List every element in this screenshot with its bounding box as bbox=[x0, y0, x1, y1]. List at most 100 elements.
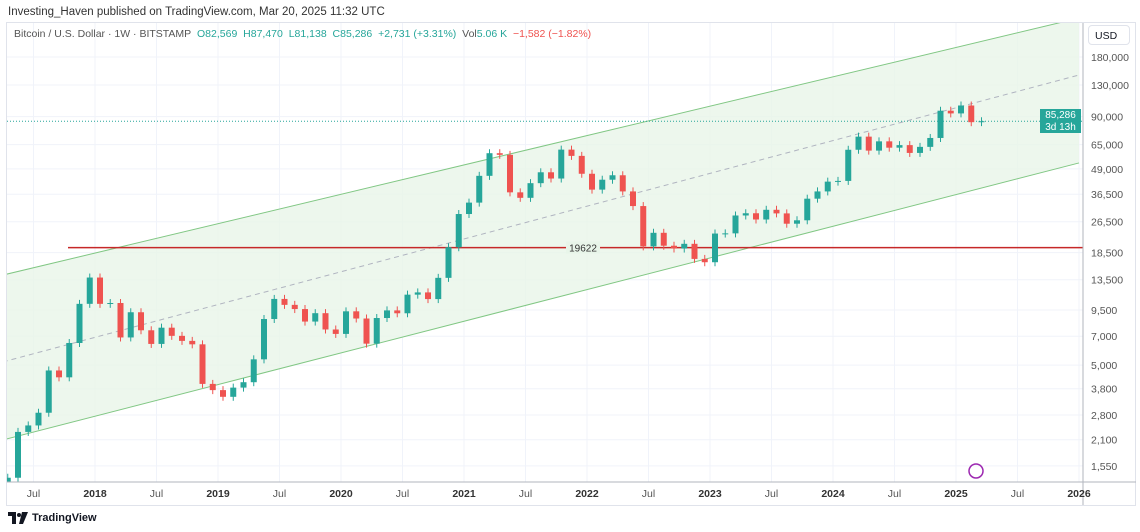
candle bbox=[814, 191, 821, 199]
candle bbox=[507, 154, 513, 193]
time-tick-label: Jul bbox=[150, 488, 163, 500]
candle bbox=[363, 318, 370, 344]
candle bbox=[958, 105, 964, 114]
candle bbox=[978, 121, 985, 123]
candle bbox=[773, 209, 780, 214]
candle bbox=[107, 303, 114, 305]
candle bbox=[671, 245, 677, 249]
candle bbox=[742, 213, 749, 216]
candle bbox=[476, 175, 483, 203]
candle bbox=[732, 215, 739, 234]
candle bbox=[927, 137, 934, 147]
candle bbox=[332, 329, 339, 334]
last-price-badge: 85,286 3d 13h bbox=[1040, 109, 1081, 134]
level-label-bg bbox=[566, 241, 600, 254]
volume-value: 5.06 K bbox=[476, 28, 508, 40]
candle bbox=[681, 243, 688, 249]
time-tick-label: 2026 bbox=[1067, 488, 1091, 500]
channel-fill bbox=[7, 23, 1079, 439]
candle bbox=[343, 311, 349, 334]
brand-name: TradingView bbox=[32, 512, 97, 524]
price-tick-label: 7,000 bbox=[1091, 331, 1117, 343]
candle bbox=[937, 110, 944, 138]
candle bbox=[691, 243, 698, 259]
time-tick-label: Jul bbox=[765, 488, 778, 500]
time-tick-label: 2021 bbox=[452, 488, 476, 500]
low-value: L81,138 bbox=[288, 28, 327, 40]
candle bbox=[455, 214, 462, 248]
plot-area: 19622 bbox=[7, 23, 1083, 482]
currency-button[interactable]: USD bbox=[1088, 25, 1130, 45]
candle bbox=[97, 277, 103, 304]
candle bbox=[179, 335, 185, 341]
time-tick-label: 2022 bbox=[575, 488, 599, 500]
time-tick-label: Jul bbox=[888, 488, 901, 500]
candle bbox=[384, 310, 390, 319]
time-tick-label: 2018 bbox=[83, 488, 107, 500]
candle bbox=[783, 213, 790, 224]
candle bbox=[548, 172, 554, 179]
candle bbox=[558, 149, 565, 179]
time-tick-label: Jul bbox=[642, 488, 655, 500]
candle bbox=[86, 277, 93, 304]
symbol-legend: Bitcoin / U.S. Dollar · 1W · BITSTAMP O8… bbox=[14, 28, 591, 40]
candle bbox=[589, 173, 595, 190]
candle bbox=[906, 145, 913, 153]
tradingview-logo-icon bbox=[8, 512, 28, 524]
candle bbox=[537, 172, 544, 184]
price-tick-label: 2,100 bbox=[1091, 435, 1117, 447]
candle bbox=[722, 233, 729, 235]
candle bbox=[240, 382, 247, 388]
price-tick-label: 130,000 bbox=[1091, 80, 1129, 92]
tradingview-logo[interactable]: TradingView bbox=[8, 512, 97, 524]
time-tick-label: Jul bbox=[519, 488, 532, 500]
candle bbox=[876, 141, 882, 151]
candle bbox=[763, 209, 770, 220]
price-tick-label: 18,500 bbox=[1091, 248, 1123, 260]
publish-info: Investing_Haven published on TradingView… bbox=[8, 6, 385, 18]
candle bbox=[220, 390, 226, 397]
candle bbox=[486, 153, 493, 176]
candle bbox=[435, 277, 442, 300]
price-tick-label: 13,500 bbox=[1091, 275, 1123, 287]
candle bbox=[281, 298, 288, 305]
price-tick-label: 3,800 bbox=[1091, 384, 1117, 396]
candle bbox=[271, 298, 278, 320]
candle bbox=[701, 258, 708, 263]
candle bbox=[466, 202, 472, 215]
candle bbox=[445, 247, 452, 278]
candle bbox=[609, 175, 616, 180]
price-tick-label: 5,000 bbox=[1091, 360, 1117, 372]
candle bbox=[35, 412, 42, 426]
candle bbox=[896, 145, 903, 148]
candle bbox=[968, 105, 975, 123]
candle bbox=[865, 136, 872, 151]
candle bbox=[117, 303, 124, 338]
candle bbox=[230, 387, 237, 397]
candle bbox=[312, 313, 319, 322]
channel-lower-line bbox=[7, 162, 1080, 440]
price-tick-label: 2,800 bbox=[1091, 410, 1117, 422]
candle bbox=[619, 175, 626, 192]
candle bbox=[712, 233, 718, 263]
symbol-name[interactable]: Bitcoin / U.S. Dollar · 1W · BITSTAMP bbox=[14, 28, 192, 40]
candle bbox=[56, 370, 62, 378]
change-value: +2,731 (+3.31%) bbox=[378, 28, 457, 40]
bar-countdown: 3d 13h bbox=[1045, 121, 1076, 133]
candle bbox=[250, 359, 257, 383]
candle bbox=[496, 153, 503, 155]
candle bbox=[291, 304, 298, 310]
candle bbox=[886, 141, 893, 148]
time-tick-label: 2023 bbox=[698, 488, 722, 500]
candle bbox=[127, 312, 134, 338]
time-tick-label: Jul bbox=[27, 488, 40, 500]
candle bbox=[425, 292, 431, 300]
candle bbox=[855, 136, 862, 150]
price-tick-label: 26,500 bbox=[1091, 217, 1123, 229]
candle bbox=[138, 312, 144, 331]
time-tick-label: 2019 bbox=[206, 488, 230, 500]
channel-upper-line bbox=[7, 23, 1061, 275]
candle bbox=[209, 383, 216, 391]
price-tick-label: 180,000 bbox=[1091, 52, 1129, 64]
